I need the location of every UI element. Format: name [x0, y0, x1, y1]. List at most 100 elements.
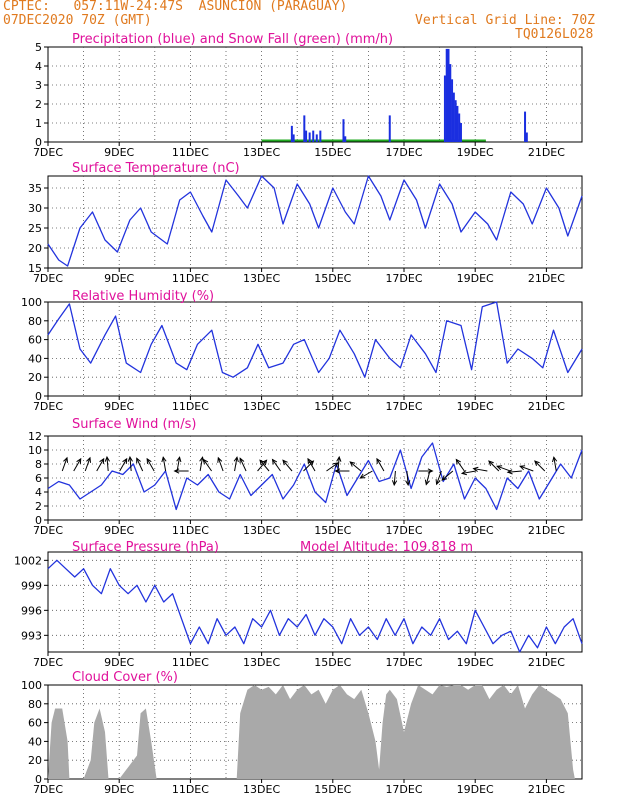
series-line	[47, 559, 583, 653]
x-tick-label: 7DEC	[33, 146, 63, 159]
wind-arrow	[336, 455, 342, 472]
y-tick-label: 1002	[14, 554, 42, 567]
y-tick-label: 8	[35, 458, 42, 471]
x-tick-label: 11DEC	[172, 656, 209, 669]
x-tick-label: 17DEC	[385, 272, 422, 285]
precip-bar	[525, 132, 528, 142]
y-tick-label: 996	[21, 604, 42, 617]
wind-arrow	[349, 461, 362, 472]
wind-arrow	[84, 456, 92, 472]
x-tick-label: 11DEC	[172, 524, 209, 537]
x-tick-label: 9DEC	[104, 272, 134, 285]
wind-arrow	[239, 457, 247, 472]
x-tick-label: 9DEC	[104, 783, 134, 796]
y-tick-label: 4	[35, 60, 42, 73]
precip-bar	[312, 130, 315, 142]
wind-arrow	[96, 457, 105, 472]
wind-arrow	[326, 462, 339, 472]
x-tick-label: 7DEC	[33, 400, 63, 413]
wind-arrow	[146, 457, 155, 472]
x-tick-label: 17DEC	[385, 656, 422, 669]
x-tick-label: 19DEC	[457, 146, 494, 159]
wind-arrow	[173, 468, 189, 474]
precip-bar	[454, 100, 457, 142]
wind-arrow	[534, 460, 546, 472]
run-code: TQ0126L028	[515, 27, 594, 42]
wind-arrow	[136, 457, 144, 472]
wind-arrow	[334, 468, 350, 474]
y-tick-label: 35	[28, 182, 42, 195]
x-tick-label: 19DEC	[457, 783, 494, 796]
y-tick-label: 6	[35, 472, 42, 485]
x-tick-label: 17DEC	[385, 783, 422, 796]
y-tick-label: 25	[28, 222, 42, 235]
model-altitude: Model Altitude: 109.818 m	[300, 540, 473, 555]
y-tick-label: 80	[28, 698, 42, 711]
wind-arrow	[271, 458, 281, 472]
wind-arrow	[496, 465, 511, 472]
x-tick-label: 11DEC	[172, 783, 209, 796]
wind-arrow	[488, 460, 500, 472]
y-tick-label: 993	[21, 629, 42, 642]
precip-bar	[342, 119, 345, 142]
plot-frame	[47, 301, 583, 397]
x-tick-label: 21DEC	[528, 783, 565, 796]
x-tick-label: 19DEC	[457, 400, 494, 413]
x-tick-label: 13DEC	[243, 272, 280, 285]
wind-arrow	[424, 470, 431, 486]
y-tick-label: 0	[35, 773, 42, 786]
precip-bar	[315, 134, 318, 142]
wind-arrow	[104, 455, 110, 472]
x-tick-label: 15DEC	[314, 524, 351, 537]
x-tick-label: 21DEC	[528, 272, 565, 285]
y-tick-label: 60	[28, 334, 42, 347]
x-tick-label: 15DEC	[314, 656, 351, 669]
wind-arrow	[217, 456, 224, 472]
wind-arrow	[119, 457, 128, 472]
y-tick-label: 12	[28, 430, 42, 443]
wind-arrow	[202, 458, 213, 472]
wind-arrow	[441, 470, 454, 481]
precip-bar	[452, 92, 455, 142]
y-tick-label: 20	[28, 371, 42, 384]
y-tick-label: 20	[28, 242, 42, 255]
y-tick-label: 2	[35, 98, 42, 111]
wind-arrow	[435, 470, 442, 486]
panel-title: Surface Wind (m/s)	[72, 417, 196, 432]
x-tick-label: 11DEC	[172, 400, 209, 413]
x-tick-label: 13DEC	[243, 524, 280, 537]
wind-arrow	[519, 465, 534, 472]
series-line	[47, 175, 583, 267]
plot-frame	[47, 46, 583, 143]
wind-arrow	[455, 458, 465, 472]
panel-2: 0 20 40 60 80 100 7DEC 9DEC 11DEC 13DEC 15DEC 17DEC…	[21, 289, 583, 413]
panel-title: Surface Pressure (hPa)	[72, 540, 219, 555]
precip-bar	[458, 113, 461, 142]
y-tick-label: 60	[28, 717, 42, 730]
y-tick-label: 999	[21, 579, 42, 592]
y-tick-label: 10	[28, 444, 42, 457]
x-tick-label: 15DEC	[314, 146, 351, 159]
y-tick-label: 0	[35, 514, 42, 527]
precip-bar	[344, 136, 347, 142]
precip-bar	[447, 48, 450, 142]
precip-bar	[445, 48, 448, 142]
precip-bar	[459, 123, 462, 142]
precip-bar	[388, 115, 391, 142]
y-tick-label: 30	[28, 202, 42, 215]
x-tick-label: 13DEC	[243, 656, 280, 669]
x-tick-label: 21DEC	[528, 524, 565, 537]
y-tick-label: 4	[35, 486, 42, 499]
y-tick-label: 20	[28, 754, 42, 767]
precip-bar	[456, 105, 459, 142]
precip-bar	[308, 132, 311, 142]
x-tick-label: 7DEC	[33, 524, 63, 537]
y-tick-label: 100	[21, 679, 42, 692]
precip-bar	[451, 79, 454, 142]
precip-bar	[524, 111, 527, 142]
wind-arrow	[259, 459, 270, 472]
x-tick-label: 9DEC	[104, 146, 134, 159]
wind-arrow	[472, 466, 488, 472]
wind-arrow	[307, 457, 316, 472]
x-tick-label: 9DEC	[104, 656, 134, 669]
